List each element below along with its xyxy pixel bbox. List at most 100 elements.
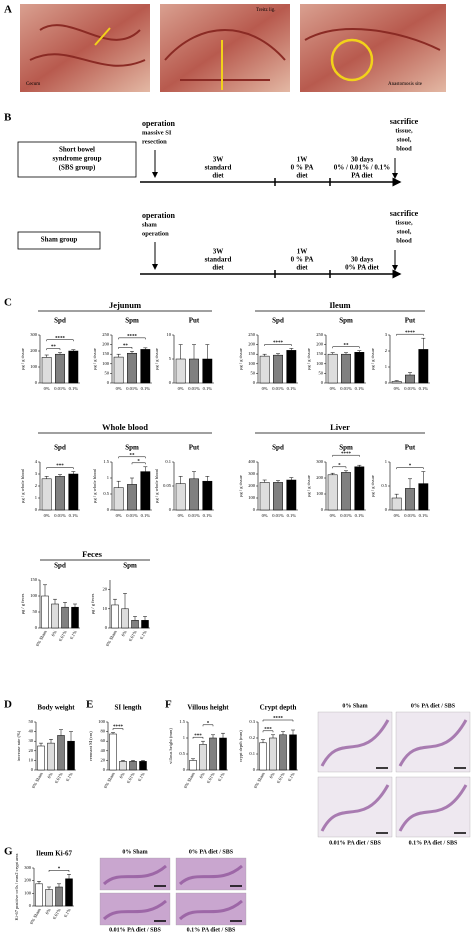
- significance-label: ****: [273, 341, 284, 346]
- y-tick-label: 100: [316, 361, 324, 366]
- y-axis-label: remnant SI (cm): [88, 731, 93, 761]
- chart-title: Put: [405, 317, 416, 325]
- y-tick-label: 200: [24, 878, 32, 883]
- x-tick-label: 0.1%: [355, 386, 365, 391]
- bar: [141, 620, 149, 629]
- x-tick-label: 0.01%: [126, 513, 138, 518]
- x-tick-label: 0.01%: [126, 771, 136, 784]
- y-tick-label: 1: [385, 364, 387, 369]
- chart-title: Spm: [125, 444, 139, 452]
- x-tick-label: 0.1%: [139, 629, 148, 640]
- vessel: [29, 24, 146, 67]
- photo: [160, 4, 290, 92]
- y-tick-label: 100: [24, 890, 32, 895]
- bar: [391, 381, 402, 384]
- x-tick-label: 0% Sham: [31, 771, 44, 789]
- y-tick-label: 50: [29, 719, 34, 724]
- y-axis-label: μg / g whole blood: [20, 468, 25, 503]
- significance-bracket: [46, 339, 74, 342]
- tissue: [178, 899, 243, 921]
- operation-label: operation: [142, 119, 175, 128]
- significance-label: **: [130, 453, 136, 458]
- panel-label: G: [4, 846, 13, 858]
- bar: [67, 740, 75, 771]
- y-tick-label: 200: [30, 348, 38, 353]
- y-tick-label: 0: [29, 903, 32, 908]
- x-tick-label: 0%: [330, 513, 336, 518]
- x-tick-label: 0.01%: [272, 386, 284, 391]
- panel-label: B: [4, 112, 12, 124]
- y-axis-label: μg / g tissue: [306, 348, 311, 370]
- y-tick-label: 150: [248, 351, 256, 356]
- x-tick-label: 0.01%: [276, 771, 286, 784]
- significance-bracket: [264, 344, 292, 346]
- bar: [127, 352, 137, 384]
- y-tick-label: 20: [101, 757, 106, 762]
- significance-label: ****: [55, 336, 66, 341]
- y-tick-label: 0: [35, 625, 38, 630]
- significance-bracket: [46, 348, 61, 351]
- photo-panel: [20, 4, 446, 92]
- chart-title: Villous height: [187, 704, 229, 712]
- bar: [202, 358, 213, 384]
- x-tick-label: 0%: [50, 629, 57, 637]
- y-tick-label: 10: [167, 332, 172, 337]
- bar: [189, 478, 199, 511]
- y-tick-label: 200: [248, 483, 256, 488]
- phase-label: 3W: [213, 156, 224, 164]
- x-tick-label: 0.1%: [69, 629, 78, 640]
- y-axis-label: villous height (mm): [168, 728, 173, 764]
- significance-bracket: [332, 466, 347, 469]
- image-caption: 0.01% PA diet / SBS: [109, 927, 161, 933]
- significance-bracket: [118, 347, 133, 349]
- y-tick-label: 1: [107, 475, 109, 480]
- bar: [341, 353, 351, 384]
- y-tick-label: 10: [29, 757, 34, 762]
- x-tick-label: 0%: [262, 386, 268, 391]
- y-tick-label: 1.5: [103, 459, 109, 464]
- panel-label: E: [86, 699, 93, 711]
- y-tick-label: 400: [248, 459, 256, 464]
- y-axis-label: μg / g feces: [20, 593, 25, 614]
- phase-label: standard: [205, 256, 232, 264]
- bar: [269, 737, 277, 771]
- bar: [113, 487, 124, 511]
- y-tick-label: 1: [35, 495, 37, 500]
- chart-title: Spm: [339, 317, 353, 325]
- x-tick-label: 0%: [178, 386, 184, 391]
- significance-label: ****: [341, 452, 352, 457]
- x-tick-label: 0.1%: [287, 386, 297, 391]
- x-tick-label: 0.01%: [340, 513, 352, 518]
- marker-line: [94, 27, 111, 46]
- bar: [35, 883, 43, 907]
- x-tick-label: 0.01%: [54, 513, 66, 518]
- y-tick-label: 0: [35, 380, 38, 385]
- image-caption: 0.1% PA diet / SBS: [409, 840, 458, 846]
- significance-bracket: [396, 467, 424, 470]
- y-tick-label: 3: [35, 471, 38, 476]
- y-tick-label: 100: [30, 364, 38, 369]
- y-tick-label: 0.5: [103, 491, 109, 496]
- photo-caption: Treitz lig.: [256, 8, 276, 13]
- histology-image: [395, 776, 471, 838]
- end-label: sacrifice: [390, 209, 419, 218]
- histology-image: [175, 892, 247, 926]
- y-tick-label: 0.05: [163, 483, 172, 488]
- bar: [259, 742, 267, 771]
- x-tick-label: 0.01%: [404, 386, 416, 391]
- image-caption: 0% Sham: [342, 703, 367, 709]
- significance-bracket: [262, 719, 294, 722]
- bar: [113, 356, 124, 384]
- photo: [300, 4, 446, 92]
- y-tick-label: 200: [248, 342, 256, 347]
- y-tick-label: 1: [183, 735, 185, 740]
- significance-label: *: [409, 464, 412, 469]
- y-tick-label: 2: [35, 483, 37, 488]
- bar: [37, 745, 45, 771]
- chart-title: Body weight: [37, 704, 75, 712]
- x-tick-label: 0.01%: [272, 513, 284, 518]
- y-tick-label: 0: [107, 507, 110, 512]
- bar: [327, 353, 338, 384]
- chart-title: Spd: [272, 317, 284, 325]
